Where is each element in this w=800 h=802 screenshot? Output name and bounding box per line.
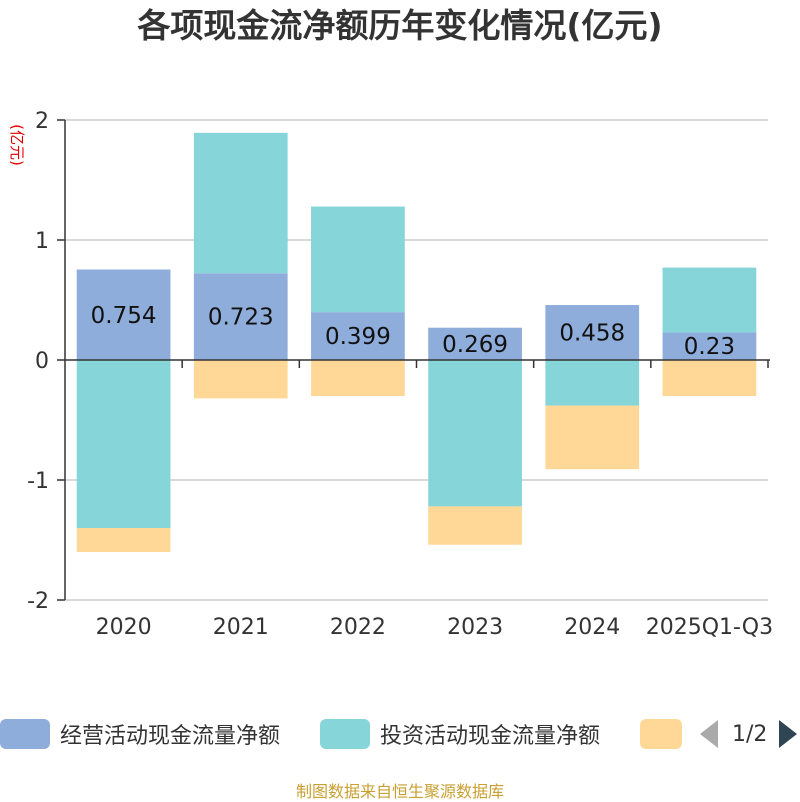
axes <box>57 119 770 601</box>
chart-title: 各项现金流净额历年变化情况(亿元) <box>137 6 663 45</box>
bar-1-2021 <box>193 132 288 274</box>
chart-plot: (亿元) -2 -1 0 1 2 0.754 2020 0.723 2021 0.399 2022 0… <box>8 109 773 640</box>
data-label-0-2022: 0.399 <box>325 324 391 350</box>
bars <box>76 132 757 552</box>
labels: -2 -1 0 1 2 0.754 2020 0.723 2021 0.399 2022 0.269 2… <box>27 109 773 640</box>
y-tick-label-1: 1 <box>35 229 49 254</box>
data-label-0-2025Q1-Q3: 0.23 <box>684 334 735 360</box>
bar-2-2021 <box>193 360 288 399</box>
source-note: 制图数据来自恒生聚源数据库 <box>295 782 504 801</box>
y-tick-label-0: 0 <box>35 349 49 374</box>
bar-1-2022 <box>311 206 405 313</box>
y-axis-unit-label: (亿元) <box>8 124 26 166</box>
legend-prev-icon[interactable] <box>700 720 718 748</box>
legend: 经营活动现金流量净额 投资活动现金流量净额 1/2 <box>0 716 800 756</box>
legend-next-icon[interactable] <box>779 720 798 748</box>
data-label-0-2020: 0.754 <box>91 303 157 329</box>
bar-0-2025Q1-Q3 <box>662 332 757 360</box>
x-tick-label-2022: 2022 <box>330 615 386 640</box>
legend-item-investing[interactable]: 投资活动现金流量净额 <box>320 716 600 752</box>
y-tick-label--2: -2 <box>27 589 49 614</box>
legend-item-financing[interactable] <box>640 716 682 752</box>
bar-2-2024 <box>545 405 640 470</box>
bar-0-2022 <box>311 312 405 360</box>
bar-1-2025Q1-Q3 <box>662 267 757 333</box>
legend-label-operating: 经营活动现金流量净额 <box>60 724 281 749</box>
x-tick-label-2023: 2023 <box>447 615 503 640</box>
bar-0-2021 <box>193 273 288 360</box>
legend-label-investing: 投资活动现金流量净额 <box>380 724 601 749</box>
y-tick-label--1: -1 <box>27 469 49 494</box>
legend-item-operating[interactable]: 经营活动现金流量净额 <box>0 716 280 752</box>
bar-2-2020 <box>76 528 171 552</box>
bar-2-2022 <box>311 360 405 396</box>
legend-swatch-financing <box>640 719 682 749</box>
legend-page-indicator: 1/2 <box>732 721 768 747</box>
legend-pager: 1/2 <box>700 716 798 752</box>
bar-2-2025Q1-Q3 <box>662 360 757 396</box>
x-tick-label-2021: 2021 <box>213 615 269 640</box>
bar-1-2020 <box>76 360 171 528</box>
bar-0-2020 <box>76 269 171 360</box>
bar-2-2023 <box>428 506 522 545</box>
legend-swatch-operating <box>0 719 50 749</box>
x-tick-label-2025Q1-Q3: 2025Q1-Q3 <box>646 615 773 640</box>
bar-0-2024 <box>545 305 640 360</box>
data-label-0-2023: 0.269 <box>442 332 508 358</box>
grid-lines <box>65 119 768 601</box>
bar-1-2023 <box>428 360 522 507</box>
bar-0-2023 <box>428 327 522 360</box>
legend-swatch-investing <box>320 719 370 749</box>
x-tick-label-2020: 2020 <box>96 615 152 640</box>
x-tick-label-2024: 2024 <box>564 615 620 640</box>
data-label-0-2021: 0.723 <box>208 305 274 331</box>
data-label-0-2024: 0.458 <box>559 321 625 347</box>
bar-1-2024 <box>545 360 640 406</box>
y-tick-label-2: 2 <box>35 109 49 134</box>
